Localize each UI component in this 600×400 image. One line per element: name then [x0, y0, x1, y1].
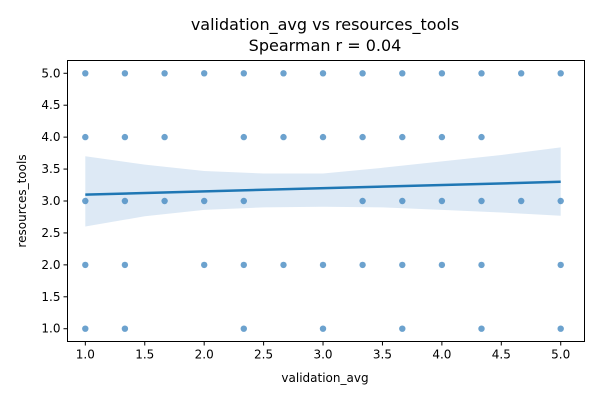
data-point [82, 133, 89, 141]
data-point [82, 197, 89, 205]
y-tick-label: 3.5 [41, 162, 60, 176]
data-point [478, 197, 485, 205]
data-point [518, 70, 525, 77]
x-tick-label: 1.0 [76, 348, 95, 362]
y-tick-label: 5.0 [41, 66, 60, 80]
data-point [518, 197, 525, 205]
data-point [557, 70, 564, 77]
data-point [399, 133, 406, 141]
data-point [438, 133, 446, 141]
data-point [478, 133, 485, 141]
chart-title: validation_avg vs resources_tools [191, 15, 459, 35]
data-point [359, 133, 366, 141]
points-layer [82, 70, 564, 332]
y-tick-label: 4.5 [41, 98, 60, 112]
y-tick-label: 2.0 [41, 258, 60, 272]
data-point [121, 70, 129, 77]
data-point [399, 261, 406, 269]
data-point [319, 325, 327, 332]
x-axis-ticks: 1.0 1.5 2.0 2.5 3.0 3.5 4.0 4.5 5.0 [76, 341, 570, 362]
data-point [121, 133, 129, 141]
x-tick-label: 1.5 [135, 348, 154, 362]
x-tick-label: 4.0 [432, 348, 451, 362]
data-point [161, 70, 168, 77]
y-axis-ticks: 1.0 1.5 2.0 2.5 3.0 3.5 4.0 4.5 5.0 [41, 66, 68, 336]
x-tick-label: 2.5 [254, 348, 273, 362]
data-point [438, 197, 446, 205]
data-point [557, 261, 564, 269]
data-point [359, 70, 366, 77]
data-point [399, 325, 406, 332]
data-point [240, 197, 247, 205]
x-tick-label: 5.0 [551, 348, 570, 362]
data-point [399, 197, 406, 205]
data-point [478, 325, 485, 332]
y-tick-label: 1.0 [41, 322, 60, 336]
x-tick-label: 3.0 [313, 348, 332, 362]
data-point [557, 197, 564, 205]
y-tick-label: 4.0 [41, 130, 60, 144]
data-point [359, 261, 366, 269]
data-point [478, 70, 485, 77]
data-point [201, 70, 208, 77]
data-point [478, 261, 485, 269]
data-point [161, 133, 168, 141]
chart-subtitle: Spearman r = 0.04 [249, 36, 402, 55]
data-point [280, 133, 287, 141]
regression-line [85, 180, 561, 196]
data-point [201, 197, 208, 205]
y-axis-label: resources_tools [15, 154, 29, 247]
data-point [557, 325, 564, 332]
x-tick-label: 3.5 [373, 348, 392, 362]
data-point [201, 261, 208, 269]
data-point [82, 70, 89, 77]
y-tick-label: 3.0 [41, 194, 60, 208]
data-point [280, 70, 287, 77]
data-point [240, 133, 247, 141]
data-point [359, 197, 366, 205]
x-tick-label: 4.5 [492, 348, 511, 362]
data-point [280, 261, 287, 269]
x-axis-label: validation_avg [281, 371, 368, 385]
data-point [438, 70, 446, 77]
data-point [319, 70, 327, 77]
data-point [399, 70, 406, 77]
data-point [121, 261, 129, 269]
data-point [319, 133, 327, 141]
data-point [121, 325, 129, 332]
x-tick-label: 2.0 [195, 348, 214, 362]
data-point [438, 261, 446, 269]
data-point [240, 325, 247, 332]
data-point [240, 261, 247, 269]
y-tick-label: 1.5 [41, 290, 60, 304]
data-point [161, 197, 168, 205]
data-point [319, 261, 327, 269]
data-point [121, 197, 129, 205]
y-tick-label: 2.5 [41, 226, 60, 240]
data-point [82, 261, 89, 269]
regression-line-layer [85, 180, 561, 196]
data-point [240, 70, 247, 77]
data-point [82, 325, 89, 332]
